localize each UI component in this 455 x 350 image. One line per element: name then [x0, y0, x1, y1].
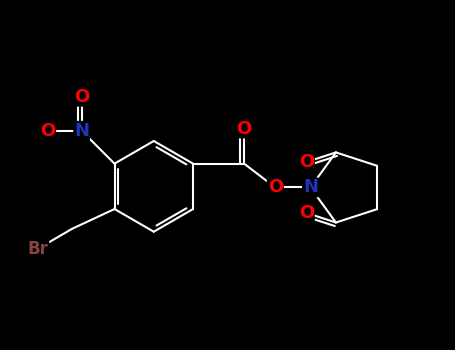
Text: O: O: [268, 178, 283, 196]
Text: O: O: [40, 122, 55, 140]
Text: N: N: [303, 178, 318, 196]
Text: N: N: [74, 122, 89, 140]
Text: O: O: [298, 204, 314, 222]
Text: O: O: [298, 153, 314, 171]
Text: O: O: [74, 88, 89, 106]
Text: O: O: [237, 119, 252, 138]
Text: Br: Br: [27, 240, 48, 258]
